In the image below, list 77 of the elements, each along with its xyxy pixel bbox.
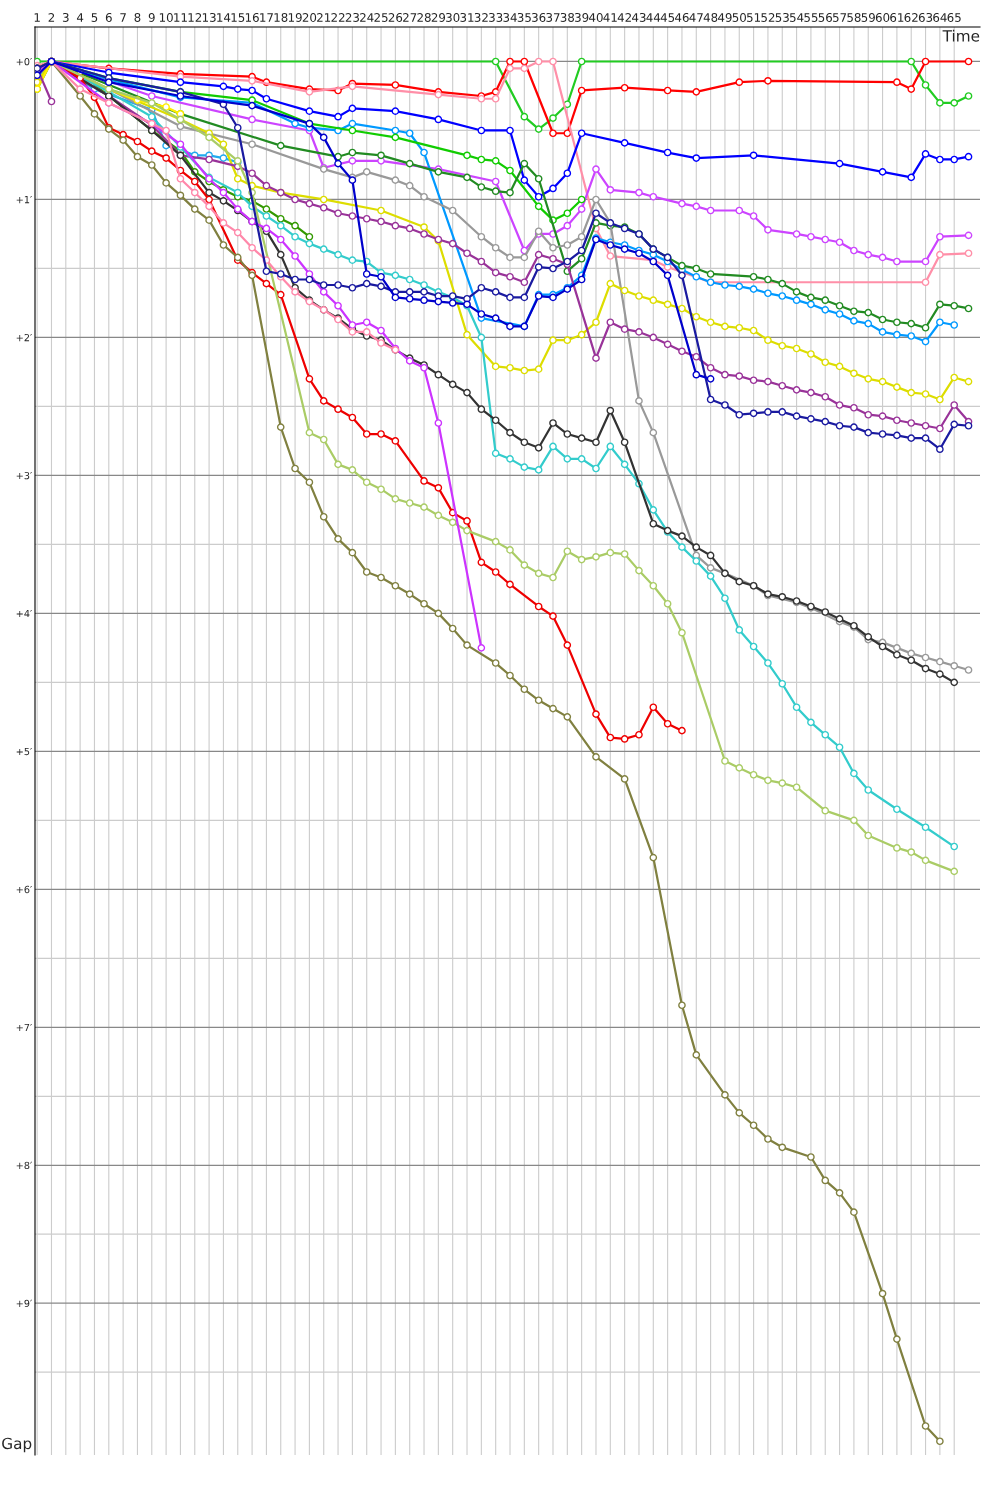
x-tick-label: 11: [174, 13, 187, 22]
x-tick-label: 17: [260, 13, 273, 22]
x-tick-label: 21: [317, 13, 331, 22]
x-tick-label: 10: [159, 13, 173, 22]
y-tick-label: +7′: [16, 1023, 32, 1031]
y-tick-label: +9′: [16, 1299, 32, 1308]
x-tick-label: 53: [775, 13, 789, 22]
x-tick-label: 35: [517, 13, 531, 22]
x-tick-label: 13: [202, 13, 216, 22]
x-tick-label: 28: [417, 13, 431, 22]
x-tick-label: 50: [732, 13, 746, 22]
y-tick-label: +0′: [16, 57, 32, 66]
x-tick-label: 26: [388, 13, 403, 22]
x-tick-label: 64: [933, 13, 947, 22]
x-tick-label: 56: [818, 13, 833, 22]
y-tick-label: +2′: [16, 333, 32, 342]
x-tick-label: 22: [331, 13, 345, 22]
x-tick-label: 58: [847, 13, 861, 22]
y-tick-label: +3′: [16, 471, 32, 480]
y-tick-label: +1′: [16, 196, 32, 204]
x-tick-label: 49: [718, 13, 732, 22]
x-tick-label: 5: [91, 13, 98, 22]
x-tick-label: 18: [274, 13, 288, 22]
x-tick-label: 30: [446, 13, 460, 22]
x-tick-label: 54: [789, 13, 804, 22]
x-tick-label: 37: [546, 13, 560, 22]
x-tick-label: 47: [689, 13, 703, 22]
y-tick-label: +6′: [16, 885, 32, 894]
x-tick-label: 42: [617, 13, 631, 22]
x-tick-label: 23: [345, 13, 359, 22]
x-tick-label: 20: [302, 13, 317, 22]
y-axis-title: Gap: [2, 1437, 32, 1453]
x-tick-label: 15: [231, 13, 245, 22]
x-tick-label: 25: [374, 13, 388, 22]
x-tick-label: 39: [575, 13, 589, 22]
x-tick-label: 31: [460, 13, 474, 22]
x-tick-label: 32: [474, 13, 488, 22]
x-tick-label: 59: [861, 13, 875, 22]
x-tick-label: 51: [747, 13, 761, 22]
x-tick-label: 9: [148, 13, 155, 22]
x-tick-label: 3: [62, 13, 69, 22]
x-tick-label: 38: [560, 13, 575, 22]
x-axis-title: Time: [942, 29, 980, 42]
x-tick-label: 41: [603, 13, 617, 22]
x-tick-label: 65: [947, 13, 961, 22]
x-tick-label: 52: [761, 13, 775, 22]
x-tick-label: 14: [217, 13, 231, 22]
x-tick-label: 36: [532, 13, 546, 22]
x-tick-label: 34: [503, 13, 517, 22]
x-tick-label: 43: [632, 13, 646, 22]
x-tick-label: 19: [288, 13, 302, 22]
x-tick-label: 33: [489, 13, 503, 22]
x-tick-label: 1: [34, 13, 40, 22]
x-tick-label: 61: [890, 13, 904, 22]
x-tick-label: 24: [360, 13, 374, 22]
x-tick-label: 63: [918, 13, 933, 22]
x-tick-label: 27: [403, 13, 417, 22]
x-tick-label: 8: [134, 13, 141, 22]
x-tick-label: 40: [589, 13, 603, 22]
x-tick-label: 57: [832, 13, 847, 22]
x-tick-label: 44: [646, 13, 661, 22]
x-tick-label: 12: [188, 13, 202, 22]
x-tick-label: 48: [703, 13, 718, 22]
x-tick-label: 7: [120, 13, 126, 22]
x-tick-label: 55: [804, 13, 818, 22]
x-tick-label: 29: [431, 13, 446, 22]
x-tick-label: 46: [675, 13, 689, 22]
x-tick-label: 2: [48, 13, 55, 22]
x-tick-label: 60: [875, 13, 890, 22]
x-tick-label: 45: [660, 13, 675, 22]
y-tick-label: +8′: [16, 1161, 32, 1170]
x-tick-label: 4: [76, 13, 84, 22]
x-tick-label: 62: [904, 13, 918, 22]
x-tick-label: 6: [105, 13, 112, 22]
x-tick-label: 16: [245, 13, 259, 22]
y-tick-label: +5′: [16, 747, 32, 756]
y-tick-label: +4′: [16, 609, 32, 618]
